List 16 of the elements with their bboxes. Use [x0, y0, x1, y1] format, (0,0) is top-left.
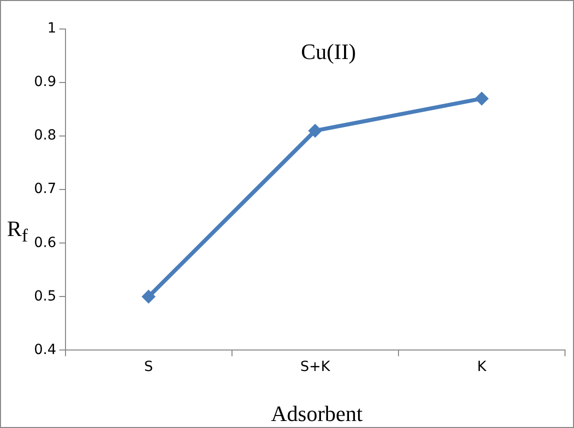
y-axis-title: R$_{f}$	[7, 216, 28, 246]
point	[474, 92, 489, 106]
y-tick-label: 1	[47, 20, 56, 37]
x-tick-label: S+K	[300, 359, 331, 376]
text: Cu(II)	[301, 39, 356, 65]
point	[308, 124, 322, 138]
x-tick-label: S	[144, 359, 154, 376]
x-tick-label: K	[477, 359, 488, 376]
point	[142, 290, 156, 304]
y-tick-label: 0.6	[34, 234, 56, 251]
y-tick-label: 0.4	[34, 342, 56, 358]
y-tick-label: 0.9	[34, 74, 56, 90]
y-tick-label: 0.7	[34, 181, 56, 198]
y-tick-label: 0.5	[34, 288, 56, 304]
y-tick-label: 0.8	[34, 128, 56, 144]
x-axis-title: Adsorbent	[271, 401, 363, 427]
